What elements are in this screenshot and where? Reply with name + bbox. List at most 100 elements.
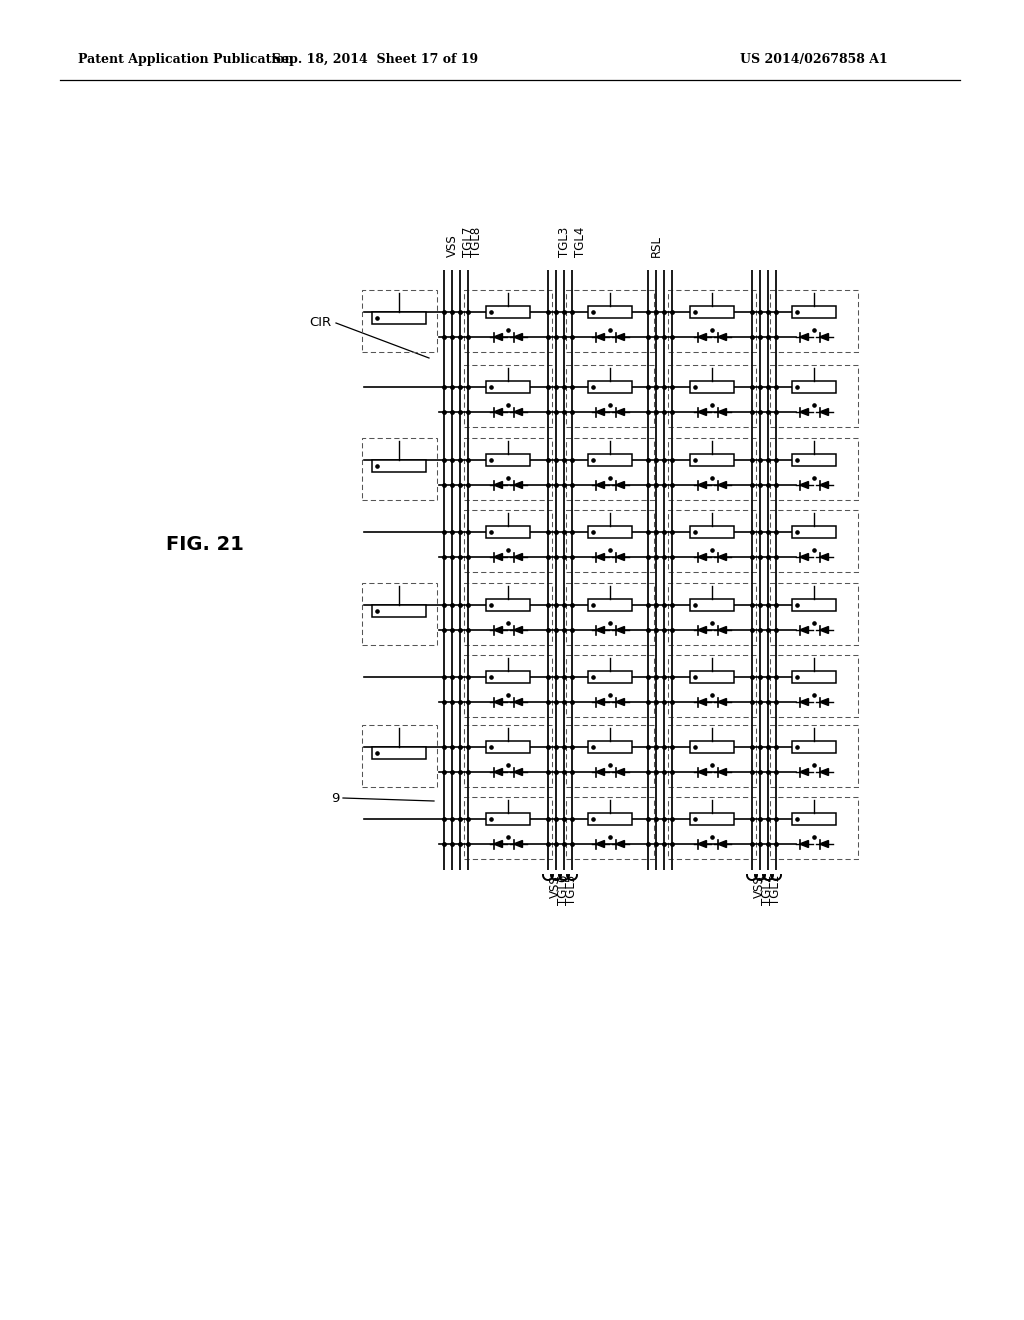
Bar [770, 366, 858, 426]
Polygon shape [513, 482, 522, 488]
Text: Patent Application Publication: Patent Application Publication [78, 54, 294, 66]
Polygon shape [819, 698, 828, 705]
Bar [690, 381, 734, 393]
Text: TGL7: TGL7 [462, 227, 475, 257]
Bar [792, 525, 836, 539]
Bar [588, 671, 632, 682]
Bar [464, 797, 552, 859]
Polygon shape [494, 482, 503, 488]
Polygon shape [596, 334, 604, 341]
Polygon shape [819, 627, 828, 634]
Bar [464, 438, 552, 500]
Bar [690, 671, 734, 682]
Polygon shape [800, 698, 809, 705]
Bar [486, 599, 530, 611]
Polygon shape [819, 334, 828, 341]
Bar [372, 459, 426, 473]
Polygon shape [615, 627, 625, 634]
Text: TGL8: TGL8 [470, 227, 483, 257]
Bar [361, 290, 436, 352]
Text: Sep. 18, 2014  Sheet 17 of 19: Sep. 18, 2014 Sheet 17 of 19 [272, 54, 478, 66]
Polygon shape [800, 841, 809, 847]
Polygon shape [718, 408, 726, 416]
Bar [486, 306, 530, 318]
Text: RSL: RSL [650, 235, 663, 257]
Bar [792, 599, 836, 611]
Polygon shape [596, 627, 604, 634]
Polygon shape [697, 408, 707, 416]
Polygon shape [718, 768, 726, 776]
Bar [588, 381, 632, 393]
Bar [464, 510, 552, 572]
Text: TGL3: TGL3 [558, 227, 571, 257]
Bar [566, 510, 654, 572]
Bar [792, 741, 836, 752]
Text: VSS: VSS [753, 875, 766, 898]
Text: TGL5: TGL5 [565, 875, 578, 906]
Bar [668, 725, 756, 787]
Text: US 2014/0267858 A1: US 2014/0267858 A1 [740, 54, 888, 66]
Bar [566, 583, 654, 645]
Polygon shape [697, 553, 707, 561]
Text: VSS: VSS [446, 234, 459, 257]
Bar [690, 525, 734, 539]
Polygon shape [615, 408, 625, 416]
Polygon shape [697, 698, 707, 705]
Polygon shape [697, 482, 707, 488]
Bar [770, 438, 858, 500]
Polygon shape [819, 841, 828, 847]
Bar [770, 655, 858, 717]
Bar [486, 454, 530, 466]
Polygon shape [697, 768, 707, 776]
Bar [668, 510, 756, 572]
Bar [792, 813, 836, 825]
Bar [770, 290, 858, 352]
Bar [690, 306, 734, 318]
Polygon shape [697, 334, 707, 341]
Bar [668, 438, 756, 500]
Polygon shape [800, 482, 809, 488]
Bar [464, 725, 552, 787]
Polygon shape [494, 334, 503, 341]
Bar [668, 797, 756, 859]
Bar [792, 671, 836, 682]
Polygon shape [494, 553, 503, 561]
Polygon shape [800, 408, 809, 416]
Polygon shape [819, 408, 828, 416]
Polygon shape [800, 768, 809, 776]
Text: 9: 9 [332, 792, 340, 804]
Polygon shape [596, 482, 604, 488]
Bar [770, 797, 858, 859]
Bar [770, 510, 858, 572]
Bar [588, 525, 632, 539]
Polygon shape [494, 768, 503, 776]
Polygon shape [615, 553, 625, 561]
Bar [464, 655, 552, 717]
Text: CIR: CIR [309, 317, 331, 330]
Bar [486, 525, 530, 539]
Polygon shape [494, 841, 503, 847]
Bar [668, 366, 756, 426]
Bar [566, 290, 654, 352]
Polygon shape [596, 841, 604, 847]
Bar [372, 312, 426, 323]
Polygon shape [513, 768, 522, 776]
Bar [566, 725, 654, 787]
Text: TGL2: TGL2 [761, 875, 774, 906]
Text: VSS: VSS [549, 875, 562, 898]
Text: TGL4: TGL4 [574, 227, 587, 257]
Polygon shape [819, 482, 828, 488]
Polygon shape [615, 482, 625, 488]
Polygon shape [718, 627, 726, 634]
Text: FIG. 21: FIG. 21 [166, 536, 244, 554]
Bar [486, 813, 530, 825]
Text: TGL1: TGL1 [769, 875, 782, 906]
Polygon shape [718, 482, 726, 488]
Bar [588, 454, 632, 466]
Bar [690, 813, 734, 825]
Bar [588, 813, 632, 825]
Polygon shape [718, 698, 726, 705]
Bar [588, 599, 632, 611]
Polygon shape [494, 627, 503, 634]
Polygon shape [800, 627, 809, 634]
